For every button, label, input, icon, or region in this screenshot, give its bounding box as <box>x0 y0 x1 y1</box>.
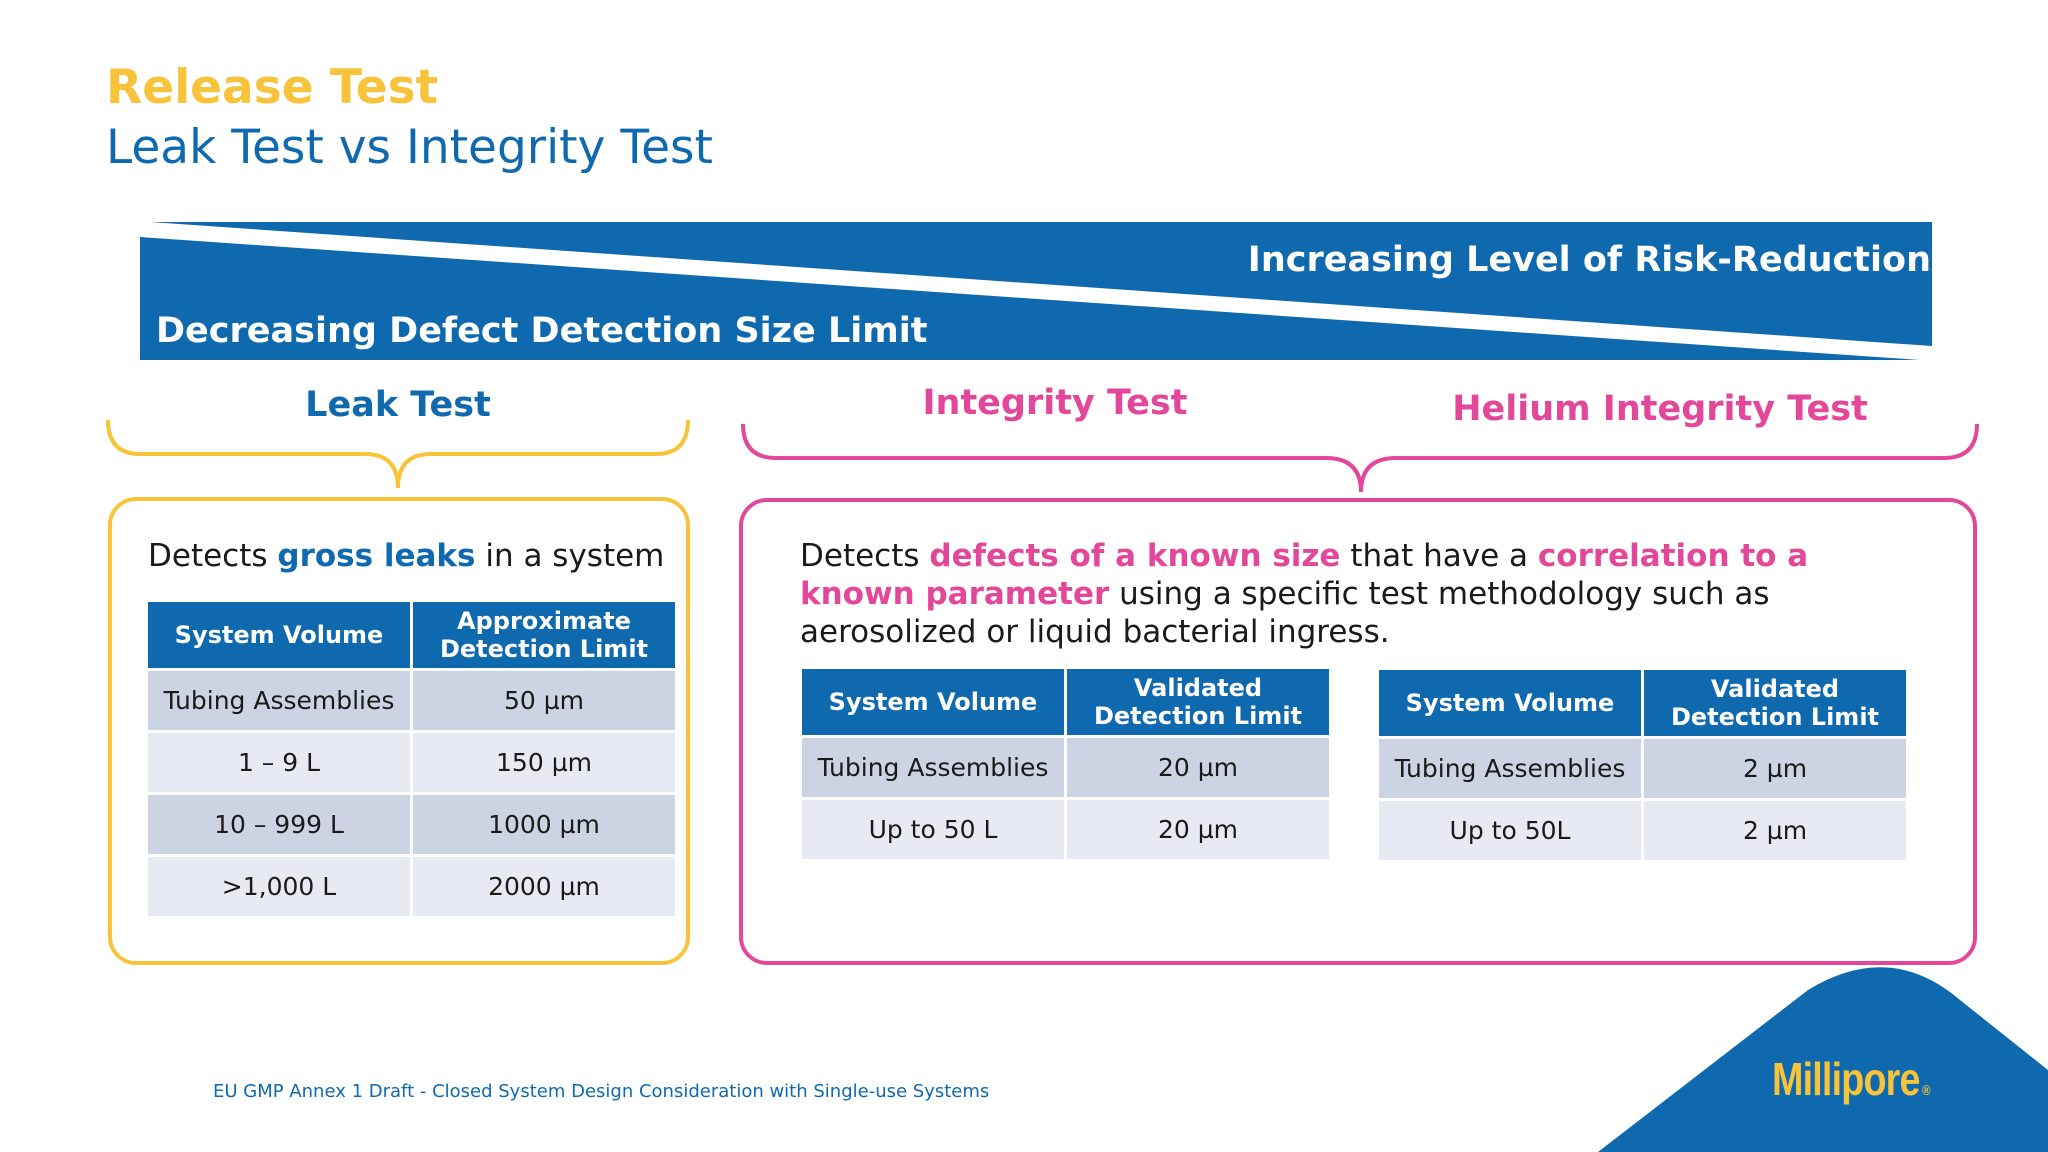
helium-integrity-test-label: Helium Integrity Test <box>1452 389 1868 429</box>
slide-title: Leak Test vs Integrity Test <box>106 120 713 175</box>
integrity-desc-part2: that have a <box>1340 538 1538 574</box>
brace-overlay <box>106 419 1979 493</box>
table-header: Validated Detection Limit <box>1644 670 1906 736</box>
section-category: Release Test <box>106 60 439 115</box>
table-cell: 1000 µm <box>413 795 675 854</box>
table-header: System Volume <box>148 602 410 668</box>
table-row: Up to 50 L 20 µm <box>802 800 1329 859</box>
leak-brace <box>106 419 690 489</box>
table-cell: Up to 50 L <box>802 800 1064 859</box>
table-cell: 2000 µm <box>413 857 675 916</box>
table-cell: >1,000 L <box>148 857 410 916</box>
integrity-test-label: Integrity Test <box>922 383 1188 423</box>
table-cell: 2 µm <box>1644 801 1906 860</box>
table-cell: 20 µm <box>1067 738 1329 797</box>
table-cell: 2 µm <box>1644 739 1906 798</box>
integrity-desc-highlight1: defects of a known size <box>929 538 1341 574</box>
leak-desc-post: in a system <box>475 538 665 574</box>
table-cell: 50 µm <box>413 671 675 730</box>
table-row: 1 – 9 L 150 µm <box>148 733 675 792</box>
table-header: Validated Detection Limit <box>1067 669 1329 735</box>
leak-test-label: Leak Test <box>305 385 491 425</box>
footer-source-note: EU GMP Annex 1 Draft - Closed System Des… <box>213 1081 990 1102</box>
integrity-desc-highlight2: correlation to a known parameter <box>800 538 1809 612</box>
millipore-logo: Millipore ® <box>1772 1052 1931 1106</box>
table-cell: 20 µm <box>1067 800 1329 859</box>
banner-bottom-wedge <box>140 237 1920 360</box>
table-row: 10 – 999 L 1000 µm <box>148 795 675 854</box>
table-cell: Tubing Assemblies <box>802 738 1064 797</box>
logo-registered-mark: ® <box>1922 1082 1930 1098</box>
leak-desc-highlight: gross leaks <box>277 538 476 574</box>
table-row: Tubing Assemblies 50 µm <box>148 671 675 730</box>
table-header: System Volume <box>802 669 1064 735</box>
table-row: Up to 50L 2 µm <box>1379 801 1906 860</box>
leak-test-description: Detects gross leaks in a system <box>148 537 664 575</box>
table-cell: Tubing Assemblies <box>148 671 410 730</box>
logo-wordmark: Millipore <box>1772 1053 1921 1105</box>
leak-detection-table: System Volume Approximate Detection Limi… <box>145 599 678 919</box>
integrity-desc-part3: using a specific test methodology such a… <box>800 576 1770 650</box>
table-cell: Tubing Assemblies <box>1379 739 1641 798</box>
table-cell: 1 – 9 L <box>148 733 410 792</box>
table-header: Approximate Detection Limit <box>413 602 675 668</box>
table-cell: Up to 50L <box>1379 801 1641 860</box>
banner-decreasing-detection-limit: Decreasing Defect Detection Size Limit <box>156 311 928 351</box>
table-header: System Volume <box>1379 670 1641 736</box>
table-cell: 10 – 999 L <box>148 795 410 854</box>
integrity-desc-part1: Detects <box>800 538 930 574</box>
table-row: Tubing Assemblies 20 µm <box>802 738 1329 797</box>
table-cell: 150 µm <box>413 733 675 792</box>
table-row: Tubing Assemblies 2 µm <box>1379 739 1906 798</box>
banner-increasing-risk-reduction: Increasing Level of Risk-Reduction <box>1247 240 1931 280</box>
helium-detection-table: System Volume Validated Detection Limit … <box>1376 667 1909 863</box>
integrity-detection-table: System Volume Validated Detection Limit … <box>799 666 1332 862</box>
integrity-test-description: Detects defects of a known size that hav… <box>800 537 1930 651</box>
table-row: >1,000 L 2000 µm <box>148 857 675 916</box>
integrity-brace <box>741 423 1979 493</box>
risk-reduction-banner <box>140 222 1932 360</box>
leak-desc-pre: Detects <box>148 538 278 574</box>
banner-top-wedge <box>150 222 1932 346</box>
